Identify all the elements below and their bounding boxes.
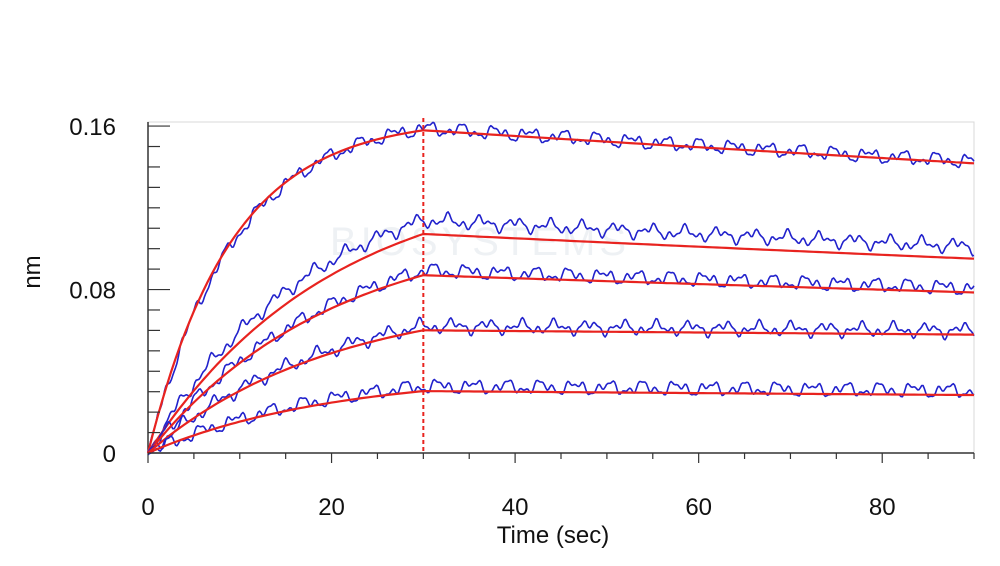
measured-curve [147, 263, 975, 456]
x-axis: 0 20 40 60 80 [141, 453, 975, 521]
plot-border [147, 121, 975, 454]
fit-curve [147, 274, 975, 454]
y-tick-label: 0.08 [69, 278, 116, 305]
y-tick-label: 0.16 [69, 114, 116, 141]
series-layer [146, 118, 975, 456]
x-tick-label: 40 [502, 494, 529, 521]
measured-curve [147, 378, 975, 456]
x-axis-title: Time (sec) [497, 522, 609, 549]
y-axis-title: nm [19, 255, 46, 288]
measured-curve [147, 211, 975, 453]
y-tick-label: 0 [103, 441, 116, 468]
x-tick-label: 0 [141, 494, 154, 521]
x-tick-label: 80 [869, 494, 896, 521]
fit-curve [147, 390, 974, 455]
fit-curve [147, 329, 974, 454]
measured-curve [147, 121, 975, 454]
fit-curve [146, 129, 975, 454]
plot-frame [147, 121, 975, 454]
y-axis: 0 0.08 0.16 [69, 114, 170, 468]
x-tick-label: 60 [685, 494, 712, 521]
fit-curve [147, 232, 975, 454]
x-tick-label: 20 [318, 494, 345, 521]
measured-curve [147, 316, 975, 454]
